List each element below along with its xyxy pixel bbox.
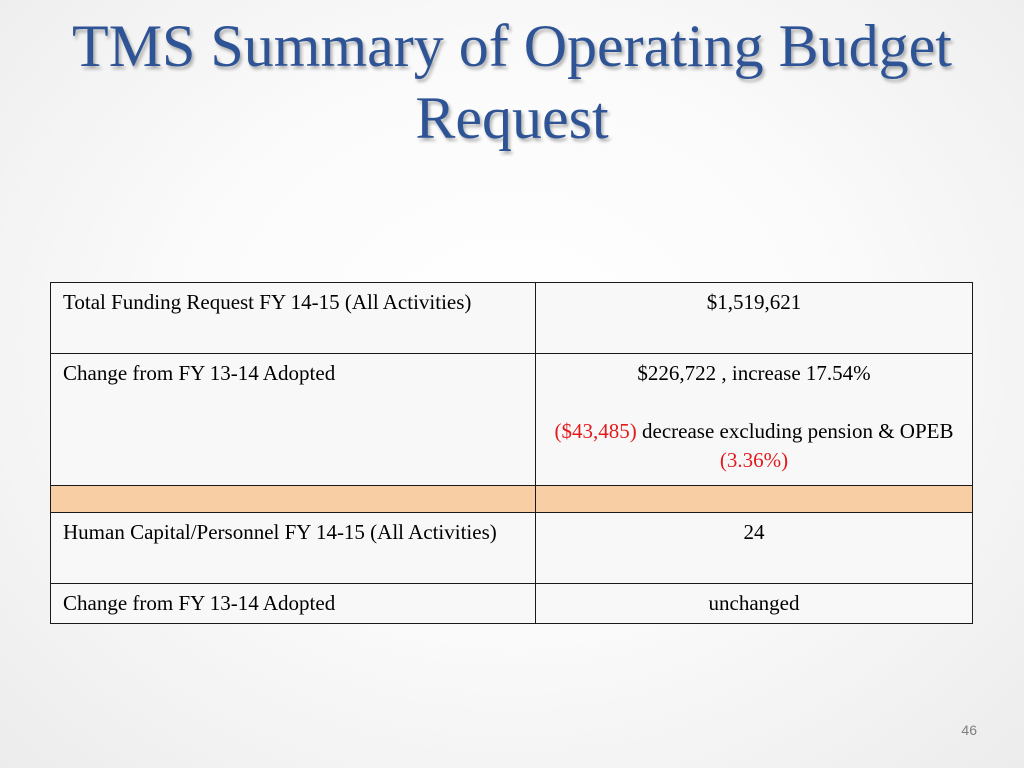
page-number: 46 — [961, 722, 977, 738]
funding-increase-text: $226,722 , increase 17.54% — [637, 361, 871, 385]
row-value-personnel: 24 — [535, 512, 973, 584]
decrease-description: decrease excluding pension & OPEB — [642, 419, 954, 443]
decrease-amount: ($43,485) — [554, 419, 637, 443]
table-row: Change from FY 13-14 Adopted unchanged — [50, 583, 973, 624]
separator-cell-left — [50, 485, 536, 513]
separator-row — [50, 485, 973, 513]
table-row: Human Capital/Personnel FY 14-15 (All Ac… — [50, 512, 973, 584]
funding-decrease-text: ($43,485) decrease excluding pension & O… — [546, 417, 962, 475]
table-row: Change from FY 13-14 Adopted $226,722 , … — [50, 353, 973, 486]
line-spacer — [546, 388, 962, 417]
table-row: Total Funding Request FY 14-15 (All Acti… — [50, 282, 973, 354]
row-value-total-funding: $1,519,621 — [535, 282, 973, 354]
row-label-total-funding: Total Funding Request FY 14-15 (All Acti… — [50, 282, 536, 354]
decrease-percent: (3.36%) — [719, 448, 789, 472]
separator-cell-right — [535, 485, 973, 513]
row-value-funding-change: $226,722 , increase 17.54% ($43,485) dec… — [535, 353, 973, 486]
row-label-personnel: Human Capital/Personnel FY 14-15 (All Ac… — [50, 512, 536, 584]
row-label-personnel-change: Change from FY 13-14 Adopted — [50, 583, 536, 624]
budget-summary-table: Total Funding Request FY 14-15 (All Acti… — [50, 282, 973, 624]
row-value-personnel-change: unchanged — [535, 583, 973, 624]
row-label-funding-change: Change from FY 13-14 Adopted — [50, 353, 536, 486]
slide-title: TMS Summary of Operating Budget Request — [72, 13, 952, 151]
